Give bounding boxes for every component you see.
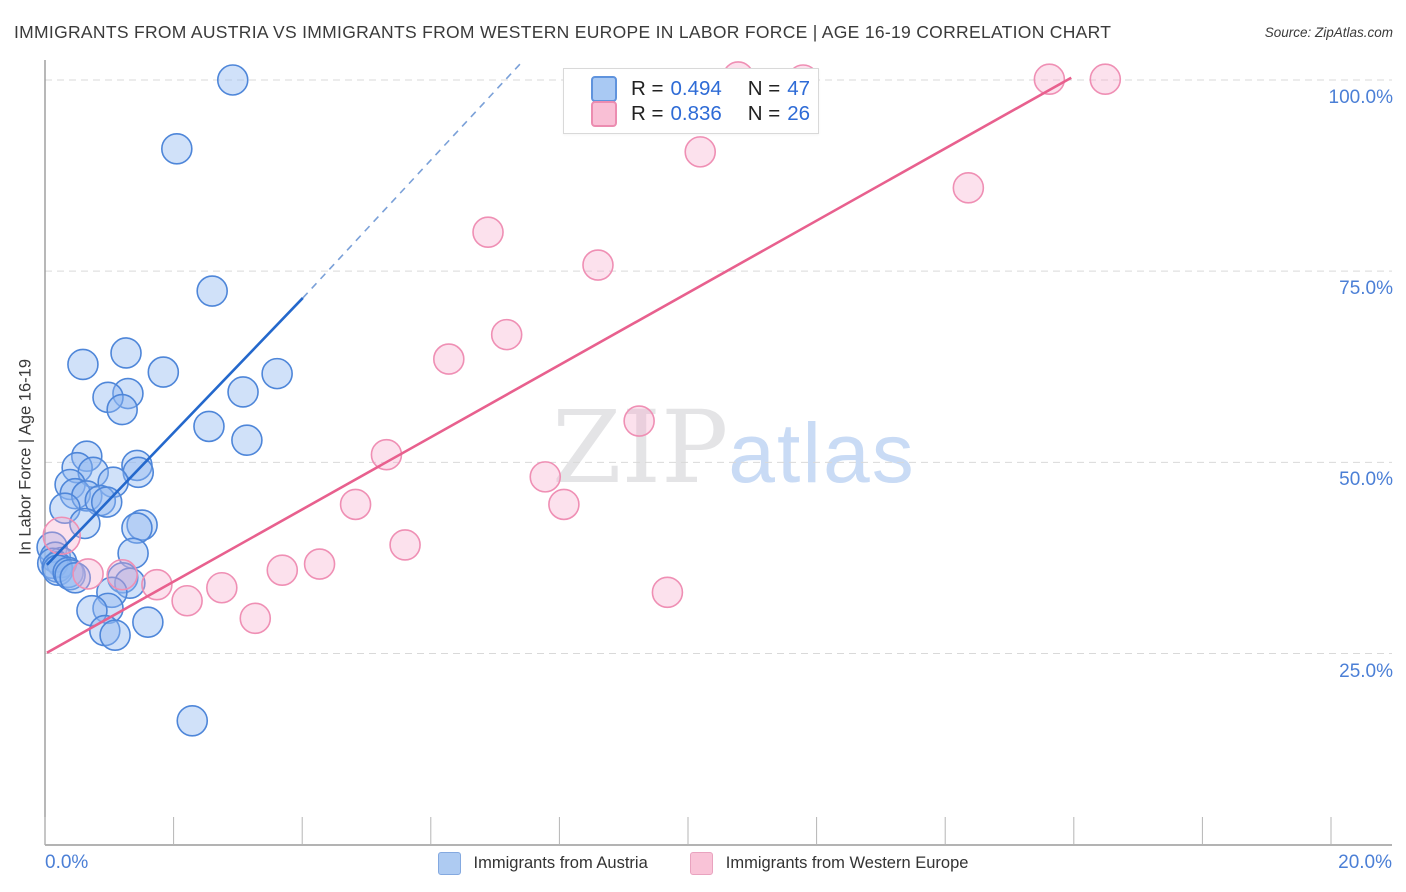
austria-swatch-icon	[591, 75, 617, 102]
austria-point	[59, 562, 92, 594]
western-europe-point	[141, 568, 173, 601]
western-europe-point	[42, 516, 82, 556]
series-legend: Immigrants from Austria Immigrants from …	[0, 852, 1406, 875]
western-europe-point	[952, 172, 985, 204]
austria-point	[76, 594, 108, 627]
western-europe-point	[582, 249, 614, 281]
western-europe-point	[303, 548, 336, 580]
austria-point	[161, 133, 193, 165]
western-europe-point	[266, 554, 299, 586]
western-europe-point	[106, 558, 138, 591]
n-value-western-europe: 26	[787, 101, 811, 125]
western-europe-point	[389, 529, 421, 561]
page-title: IMMIGRANTS FROM AUSTRIA VS IMMIGRANTS FR…	[14, 22, 1112, 42]
austria-point	[196, 275, 228, 307]
austria-point	[121, 512, 153, 544]
austria-point	[67, 348, 99, 381]
western-europe-point	[339, 488, 372, 521]
austria-point	[147, 356, 180, 388]
austria-point	[193, 410, 225, 443]
austria-point	[122, 456, 155, 489]
austria-point	[54, 468, 86, 501]
legend-label-austria: Immigrants from Austria	[473, 854, 648, 872]
n-label: N =	[747, 101, 781, 125]
austria-swatch-icon	[437, 852, 461, 875]
legend-item-western-europe: Immigrants from Western Europe	[689, 852, 969, 875]
western-europe-point	[433, 343, 465, 375]
r-label: R =	[631, 101, 664, 125]
western-europe-point	[490, 318, 523, 351]
austria-point	[110, 337, 142, 369]
western-europe-point	[651, 576, 684, 609]
western-europe-point	[370, 438, 403, 471]
austria-point	[99, 619, 131, 651]
austria-point	[231, 424, 263, 456]
y-tick-label-50: 50.0%	[1339, 469, 1393, 491]
austria-point	[132, 606, 164, 638]
r-value-austria: 0.494	[670, 76, 722, 100]
western-europe-point	[472, 216, 504, 248]
western-europe-point	[239, 602, 272, 635]
western-europe-point	[206, 571, 238, 604]
western-europe-point	[623, 405, 655, 437]
y-tick-label-100: 100.0%	[1328, 87, 1393, 108]
western-europe-point	[529, 461, 562, 493]
austria-point	[126, 509, 158, 541]
austria-trend-line-solid	[45, 297, 304, 566]
y-tick-label-75: 75.0%	[1339, 278, 1393, 300]
western-europe-trend-line-solid	[46, 76, 1072, 654]
western-europe-point	[1089, 63, 1122, 96]
austria-point	[54, 558, 86, 591]
n-label: N =	[747, 76, 781, 100]
western-europe-swatch-icon	[689, 852, 713, 875]
x-tick-label-max: 20.0%	[1338, 852, 1392, 873]
western-europe-point	[72, 558, 104, 590]
austria-point	[227, 376, 259, 408]
western-europe-swatch-icon	[591, 100, 617, 127]
y-tick-label-25: 25.0%	[1339, 660, 1393, 682]
n-value-austria: 47	[787, 76, 811, 100]
austria-point	[261, 357, 293, 390]
r-label: R =	[631, 76, 664, 100]
western-europe-point	[684, 136, 717, 168]
legend-row-austria: R = 0.494 N = 47	[591, 75, 818, 102]
austria-trend-line-dashed	[302, 62, 522, 299]
austria-point	[112, 377, 144, 410]
correlation-legend-box: R = 0.494 N = 47 R = 0.836 N = 26	[563, 68, 819, 134]
legend-row-western-europe: R = 0.836 N = 26	[591, 100, 818, 127]
legend-label-western-europe: Immigrants from Western Europe	[725, 854, 969, 872]
x-tick-label-min: 0.0%	[45, 852, 89, 873]
western-europe-point	[548, 488, 580, 521]
austria-point	[176, 704, 209, 737]
source-link[interactable]: Source: ZipAtlas.com	[1264, 25, 1393, 40]
western-europe-point	[171, 584, 203, 617]
austria-point	[216, 64, 249, 96]
legend-item-austria: Immigrants from Austria	[437, 852, 648, 875]
r-value-western-europe: 0.836	[670, 101, 722, 125]
austria-point	[106, 393, 138, 426]
